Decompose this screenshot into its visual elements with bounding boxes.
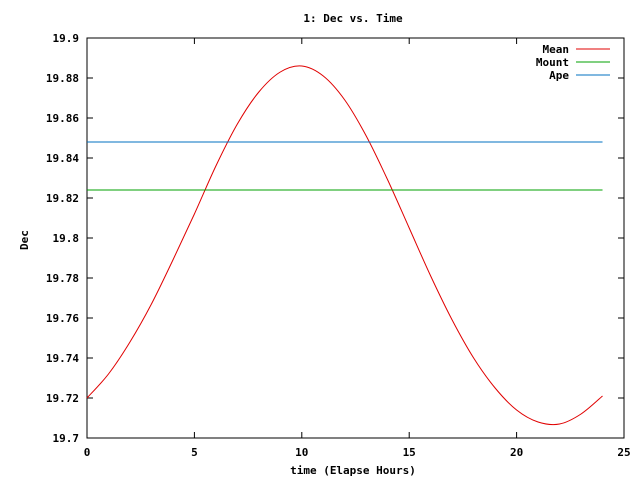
y-tick-label: 19.78 [46,272,79,285]
x-tick-label: 5 [191,446,198,459]
y-tick-label: 19.82 [46,192,79,205]
x-tick-label: 15 [403,446,416,459]
legend-label-mount: Mount [536,56,569,69]
y-tick-label: 19.74 [46,352,79,365]
y-tick-label: 19.8 [53,232,80,245]
y-tick-label: 19.76 [46,312,79,325]
y-tick-label: 19.88 [46,72,79,85]
series-line-mean [86,65,603,426]
y-tick-label: 19.9 [53,32,80,45]
y-tick-label: 19.72 [46,392,79,405]
x-tick-label: 25 [617,446,630,459]
y-axis-label: Dec [18,230,31,250]
y-axis-ticks: 19.7 19.72 19.74 19.76 19.78 19.8 19.82 19.84 19… [46,32,624,445]
y-tick-label: 19.84 [46,152,79,165]
x-tick-label: 10 [295,446,308,459]
chart-title: 1: Dec vs. Time [303,12,403,25]
plot-area-frame [86,37,625,439]
x-axis-ticks: 0 5 10 15 20 25 [84,38,631,459]
y-tick-label: 19.86 [46,112,79,125]
legend-label-ape: Ape [549,69,569,82]
x-axis-label: time (Elapse Hours) [290,464,416,477]
y-tick-label: 19.7 [53,432,80,445]
series-layer [86,65,603,426]
legend-label-mean: Mean [543,43,570,56]
x-tick-label: 0 [84,446,91,459]
x-tick-label: 20 [510,446,523,459]
